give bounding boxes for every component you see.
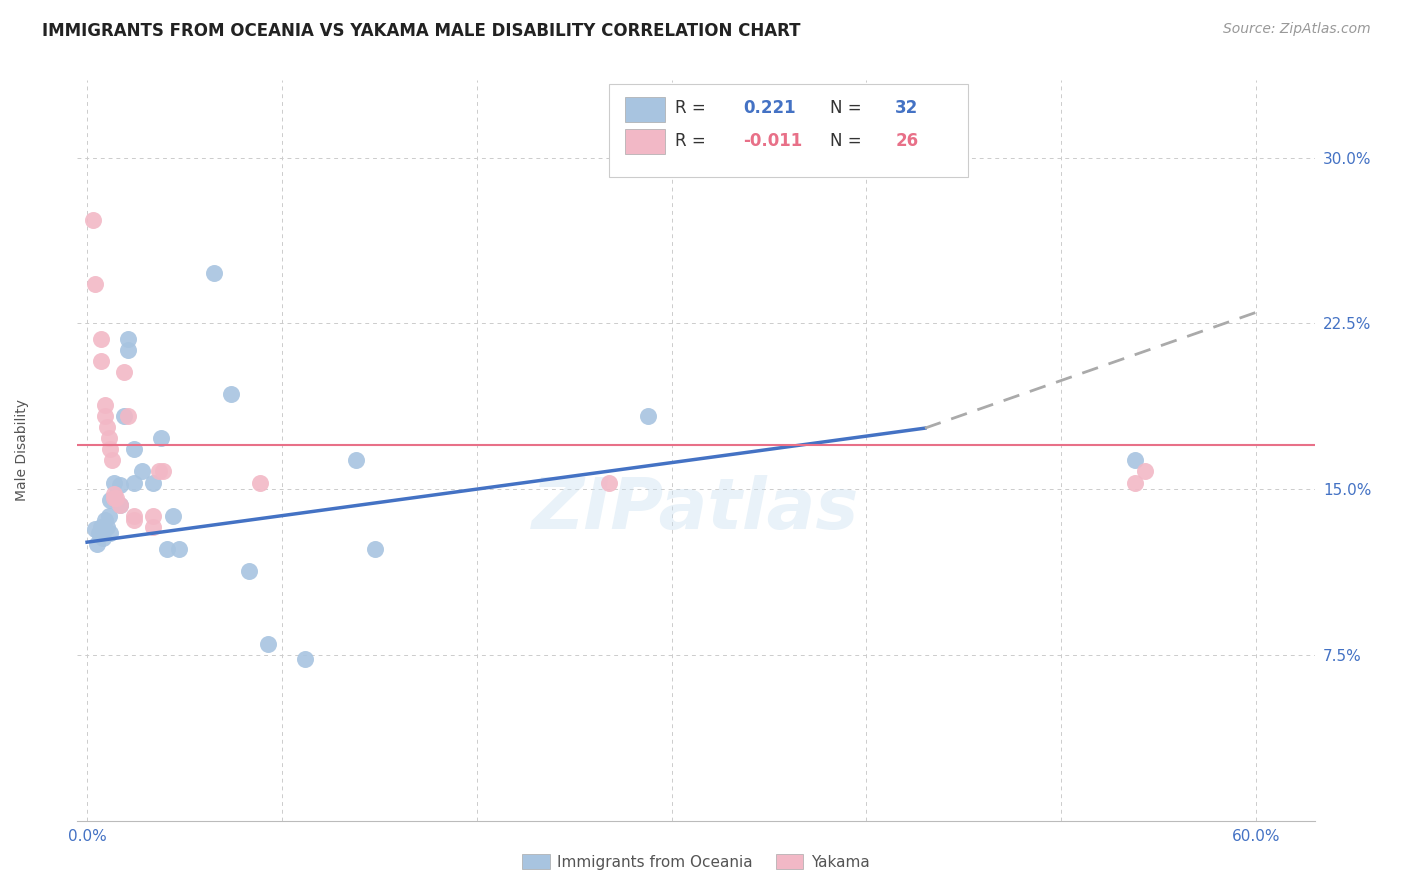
Point: [637, 409, 659, 424]
Point: [103, 491, 125, 505]
Point: [344, 453, 367, 467]
Point: [150, 431, 173, 445]
Point: [90, 354, 112, 368]
Point: [86, 537, 108, 551]
Point: [90, 332, 112, 346]
Point: [1133, 465, 1156, 479]
Point: [117, 332, 139, 346]
Point: [108, 477, 131, 491]
Point: [90, 519, 112, 533]
Point: [83, 522, 105, 536]
Point: [100, 493, 122, 508]
Point: [108, 498, 131, 512]
Point: [97, 508, 120, 523]
Text: 32: 32: [896, 99, 918, 118]
Point: [364, 541, 387, 556]
Text: R =: R =: [675, 99, 711, 118]
Point: [91, 531, 114, 545]
Point: [152, 465, 174, 479]
Point: [122, 508, 145, 523]
Point: [238, 564, 260, 578]
Point: [93, 409, 115, 424]
Point: [219, 387, 242, 401]
Point: [100, 526, 122, 541]
Point: [294, 652, 316, 666]
Point: [108, 498, 131, 512]
Point: [83, 277, 105, 291]
FancyBboxPatch shape: [626, 129, 665, 154]
Legend: Immigrants from Oceania, Yakama: Immigrants from Oceania, Yakama: [516, 847, 876, 876]
Text: N =: N =: [830, 132, 866, 150]
FancyBboxPatch shape: [609, 84, 969, 177]
Text: -0.011: -0.011: [742, 132, 803, 150]
Y-axis label: Male Disability: Male Disability: [14, 400, 28, 501]
Text: ZIPatlas: ZIPatlas: [533, 475, 859, 544]
Point: [122, 513, 145, 527]
Point: [93, 398, 115, 412]
Point: [101, 453, 124, 467]
Point: [122, 475, 145, 490]
Text: R =: R =: [675, 132, 711, 150]
Point: [112, 409, 135, 424]
Point: [142, 519, 165, 533]
Point: [82, 212, 104, 227]
Point: [156, 541, 179, 556]
Point: [142, 508, 165, 523]
Point: [105, 491, 128, 505]
Point: [100, 442, 122, 457]
Text: 26: 26: [896, 132, 918, 150]
Point: [96, 519, 118, 533]
Text: IMMIGRANTS FROM OCEANIA VS YAKAMA MALE DISABILITY CORRELATION CHART: IMMIGRANTS FROM OCEANIA VS YAKAMA MALE D…: [42, 22, 800, 40]
Point: [122, 442, 145, 457]
Point: [117, 343, 139, 357]
Point: [112, 365, 135, 379]
Text: 0.221: 0.221: [742, 99, 796, 118]
Point: [103, 491, 125, 505]
Point: [598, 475, 620, 490]
Point: [257, 637, 280, 651]
Point: [1125, 475, 1147, 490]
Text: N =: N =: [830, 99, 866, 118]
Text: Source: ZipAtlas.com: Source: ZipAtlas.com: [1223, 22, 1371, 37]
Point: [142, 475, 165, 490]
Point: [1125, 453, 1147, 467]
FancyBboxPatch shape: [626, 96, 665, 121]
Point: [249, 475, 271, 490]
Point: [167, 541, 190, 556]
Point: [117, 409, 139, 424]
Point: [202, 266, 225, 280]
Point: [103, 475, 125, 490]
Point: [87, 526, 110, 541]
Point: [131, 465, 153, 479]
Point: [148, 465, 170, 479]
Point: [103, 486, 125, 500]
Point: [93, 513, 115, 527]
Point: [96, 420, 118, 434]
Point: [97, 431, 120, 445]
Point: [162, 508, 184, 523]
